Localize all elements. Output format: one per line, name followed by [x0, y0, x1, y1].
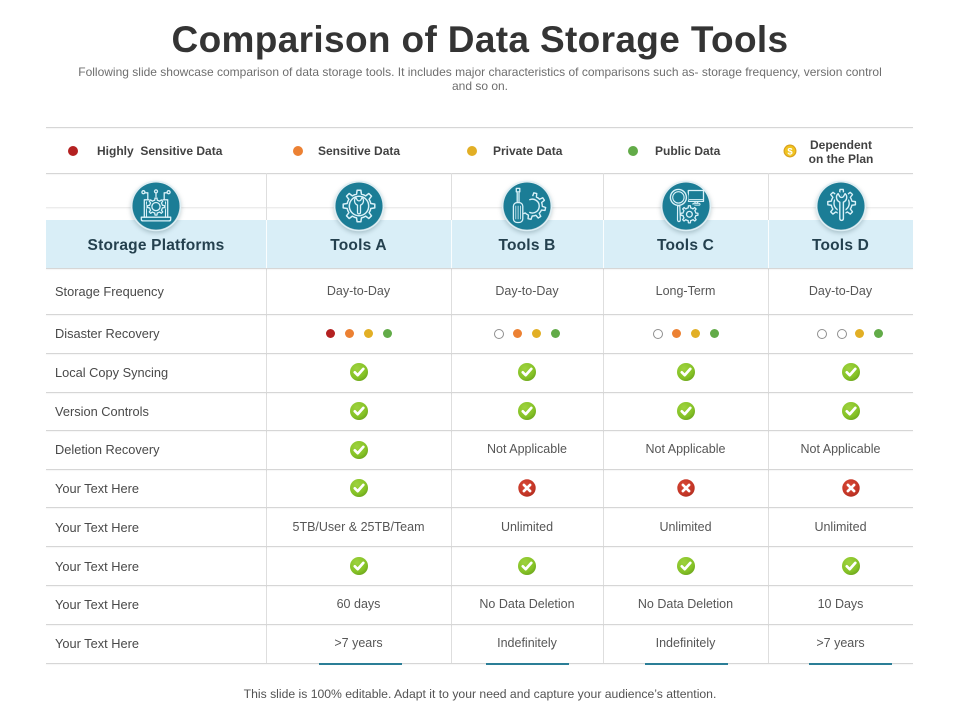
- svg-text:$: $: [787, 146, 793, 157]
